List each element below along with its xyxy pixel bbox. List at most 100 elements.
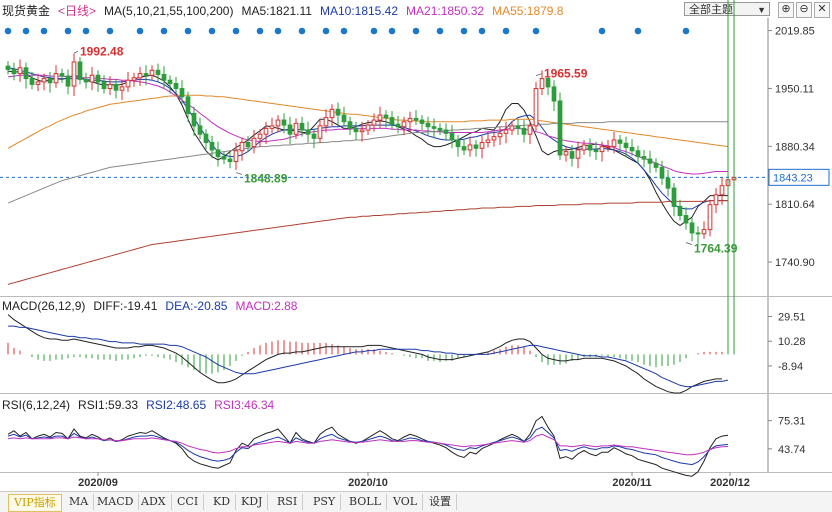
candle-up [509,125,515,131]
macd-panel-legend: MACD(26,12,9) DIFF:-19.41 DEA:-20.85 MACD:2… [2,299,305,313]
current-price-box [768,168,830,186]
candle-down [665,177,671,189]
candle-up [53,73,59,84]
ma55-line [7,94,729,149]
tab-boll[interactable]: BOLL [344,494,387,510]
candle-down [443,129,449,134]
event-dot [256,27,264,35]
event-dot [64,27,72,35]
candle-up [71,61,77,87]
theme-dropdown[interactable]: 全部主题 ▼ [684,2,770,16]
current-price-label: 1843.23 [773,172,813,184]
tab-cci[interactable]: CCI [172,494,205,510]
y-tick-label: 2019.85 [775,26,815,38]
legend-item: <日线> [58,4,97,18]
candle-down [437,127,443,131]
candle-down [587,144,593,151]
candle-down [299,122,305,131]
candle-down [191,112,197,127]
tab-macd[interactable]: MACD [92,494,140,510]
tab-kdj[interactable]: KDJ [236,494,269,510]
candle-up [131,77,137,81]
candle-down [515,125,521,129]
legend-item: 现货黄金 [2,4,51,18]
chevron-down-icon: ▼ [757,5,766,15]
candle-up [233,150,239,163]
candle-up [497,132,503,138]
rsi3-line [7,433,729,456]
candle-up [563,151,569,156]
candle-up [377,114,383,121]
candle-up [257,133,263,139]
candle-down [341,114,347,123]
candle-down [593,149,599,153]
candle-up [533,88,539,127]
candle-down [695,232,701,235]
candle-down [179,88,185,98]
candle-up [269,125,275,129]
candle-up [323,117,329,127]
candle-down [47,78,53,84]
tab-kd[interactable]: KD [208,494,237,510]
candle-up [365,124,371,131]
candle-up [125,79,131,88]
candle-down [395,123,401,128]
candle-down [551,86,557,102]
candle-down [167,79,173,85]
tab-rsi[interactable]: RSI [272,494,304,510]
annotation-leader [685,242,693,245]
y-tick-label: 10.28 [778,336,806,348]
candle-up [107,83,113,90]
candle-down [461,146,467,151]
candle-down [311,133,317,139]
event-dot [106,27,114,35]
chart-canvas[interactable]: 1992.48 1965.59 1848.89 1764.39 2019.85 1950… [0,0,832,491]
candle-down [221,156,227,160]
tab-ma[interactable]: MA [64,494,95,510]
tab-vol[interactable]: VOL [388,494,424,510]
y-tick-label: 1950.11 [775,83,814,95]
y-tick-label: 75.31 [778,416,806,428]
candle-down [5,65,11,70]
candle-up [149,69,155,76]
candle-down [653,162,659,168]
candle-down [305,129,311,135]
candle-down [113,83,119,91]
zoom-out-button[interactable]: ⊖ [796,2,812,18]
candle-down [647,158,653,164]
window-controls: ⊕ ⊖ ✕ [776,2,830,18]
candle-down [419,119,425,124]
candle-up [719,185,725,196]
tab-vip[interactable]: VIP指标 [8,494,62,512]
candle-down [659,166,665,179]
tab-adx[interactable]: ADX [136,494,172,510]
candle-down [671,187,677,207]
ma200-line [7,200,728,285]
candle-down [101,81,107,90]
zoom-in-button[interactable]: ⊕ [778,2,794,18]
event-dot [232,27,240,35]
event-dot [598,27,606,35]
candle-down [635,150,641,158]
x-tick-label: 2020/09 [78,477,118,489]
candle-up [491,136,497,141]
candle-down [521,127,527,135]
tab-设置[interactable]: 设置 [424,494,457,510]
candle-down [155,69,161,75]
y-tick-label: -8.94 [778,361,803,373]
candle-down [209,141,215,151]
candle-down [287,124,293,135]
candle-down [95,74,101,83]
candle-down [629,146,635,152]
event-dot [412,27,420,35]
candle-down [689,222,695,234]
tab-psy[interactable]: PSY [308,494,342,510]
candle-down [449,132,455,141]
candle-down [617,139,623,144]
close-button[interactable]: ✕ [814,2,830,18]
price-annotation: 1848.89 [244,171,288,185]
candle-up [539,78,545,90]
candle-up [611,139,617,148]
candle-down [569,151,575,159]
price-annotation: 1965.59 [544,67,588,81]
